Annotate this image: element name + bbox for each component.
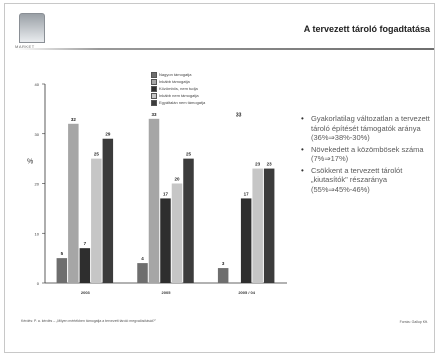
bar-chart: 0 10 20 30 40% 5 32 7 25 29 2003 4 33 17 20 25 2005 3 17 23… (27, 82, 287, 295)
y-tick-label: 30 (35, 132, 40, 137)
legend-swatch (151, 71, 157, 78)
bar (183, 158, 194, 283)
bar (148, 118, 160, 283)
y-tick-label: 20 (35, 182, 40, 187)
bar (79, 248, 91, 283)
bullet-item: Csökkent a tervezett tárolót „kiutasítók… (301, 166, 431, 195)
legend-label: Nagyon támogatja (159, 72, 192, 77)
data-label: 25 (94, 152, 100, 157)
company-logo (19, 13, 45, 43)
data-label: 3 (222, 261, 225, 266)
data-label: 29 (105, 132, 111, 137)
y-tick-label: 10 (35, 231, 40, 236)
legend-swatch (151, 99, 157, 106)
legend-item: Inkább nem támogatja (151, 92, 205, 99)
y-tick-label: 40 (35, 82, 40, 87)
bar (217, 268, 229, 283)
bar (240, 198, 252, 283)
legend-item: Közömbös, nem tudja (151, 85, 205, 92)
legend-swatch (151, 85, 157, 92)
legend-item: Inkább támogatja (151, 78, 205, 85)
footnote: Kérdés: P. a. kérdés – „Milyen mértékben… (21, 319, 157, 323)
data-label: 5 (61, 251, 64, 256)
source-note: Forrás: Gallup Kft. (399, 320, 428, 324)
bullet-list: Gyakorlatilag változatlan a tervezett tá… (301, 114, 431, 196)
bar (137, 263, 148, 283)
bar (91, 158, 102, 283)
slide: MARKET A tervezett tároló fogadtatása Na… (4, 3, 435, 353)
slide-title: A tervezett tároló fogadtatása (303, 24, 430, 34)
bullet-item: Gyakorlatilag változatlan a tervezett tá… (301, 114, 431, 143)
data-label: 7 (84, 241, 87, 246)
bar (171, 183, 183, 283)
bar (68, 123, 79, 283)
data-label: 23 (255, 162, 261, 167)
bar (160, 198, 171, 283)
legend-item: Egyáltalán nem támogatja (151, 99, 205, 106)
bar (263, 168, 275, 283)
legend-label: Közömbös, nem tudja (159, 86, 198, 91)
data-label: 17 (163, 191, 169, 196)
legend-label: Inkább nem támogatja (159, 93, 199, 98)
legend-item: Nagyon támogatja (151, 71, 205, 78)
data-label: 25 (186, 152, 192, 157)
data-label: 23 (267, 162, 273, 167)
y-tick-label: 0 (37, 281, 40, 286)
data-label: 33 (151, 112, 157, 117)
logo-text: MARKET (15, 44, 35, 49)
bar (56, 258, 68, 283)
y-axis-label: % (27, 159, 33, 166)
x-tick-label: 2003 (81, 290, 91, 295)
data-label: 17 (244, 191, 250, 196)
chart-legend: Nagyon támogatja Inkább támogatja Közömb… (151, 71, 205, 106)
data-label: 20 (174, 177, 180, 182)
floating-annotation: 33 (236, 112, 242, 118)
legend-swatch (151, 92, 157, 99)
data-label: 4 (141, 256, 144, 261)
bar (252, 168, 263, 283)
bar (102, 138, 114, 283)
legend-swatch (151, 78, 157, 85)
x-tick-label: 2005 (162, 290, 172, 295)
legend-label: Egyáltalán nem támogatja (159, 100, 206, 105)
legend-label: Inkább támogatja (159, 79, 190, 84)
bullet-item: Növekedett a közömbösek száma (7%⇒17%) (301, 145, 431, 164)
x-tick-label: 2005 / 04 (238, 290, 255, 295)
header-divider (15, 48, 434, 50)
data-label: 32 (71, 117, 77, 122)
